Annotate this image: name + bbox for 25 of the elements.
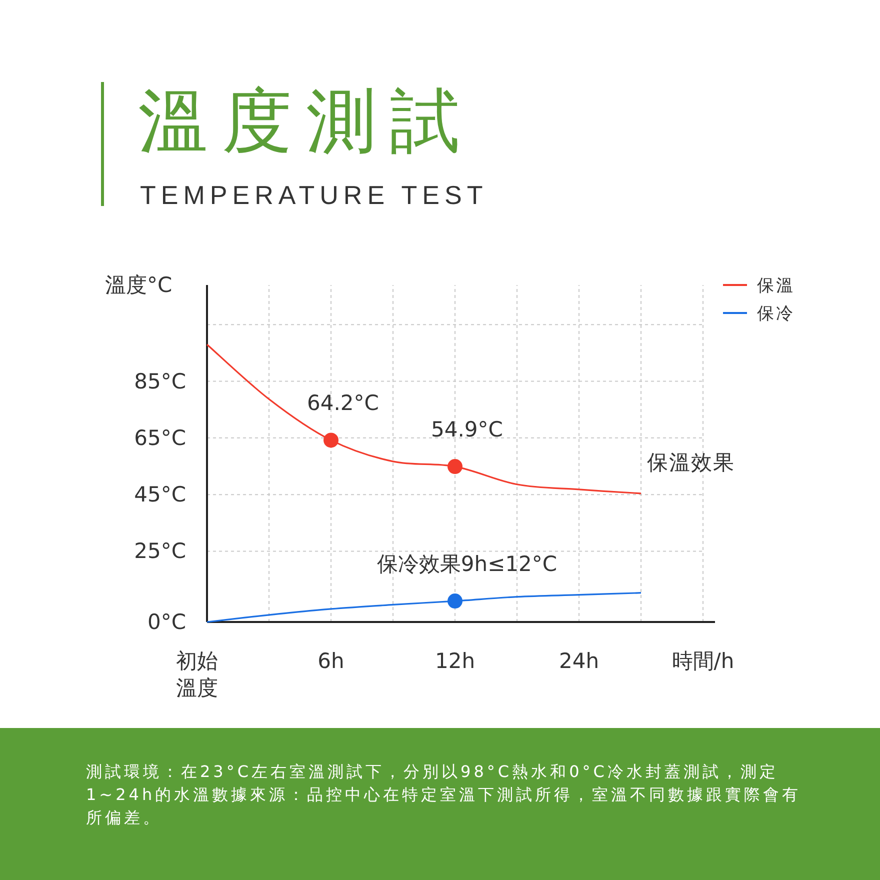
line-series: [206, 592, 642, 623]
legend-label: 保冷: [757, 304, 795, 324]
y-axis-title: 溫度°C: [105, 273, 172, 297]
annotation: 54.9°C: [431, 418, 503, 442]
y-tick-label: 0°C: [147, 610, 186, 634]
y-tick-label: 25°C: [134, 539, 186, 564]
x-tick-label: 初始溫度: [176, 649, 218, 700]
annotation: 64.2°C: [307, 391, 379, 416]
x-tick-label: 6h: [318, 649, 344, 673]
x-tick-label: 12h: [434, 649, 476, 673]
chart-title: 溫度測試: [138, 79, 474, 164]
annotation: 保溫效果: [647, 450, 735, 474]
point: [448, 459, 462, 474]
y-tick-label: 85°C: [134, 369, 186, 394]
x-tick-label: 24h: [558, 649, 600, 673]
point: [324, 432, 338, 448]
y-tick-label: 65°C: [134, 426, 186, 450]
x-axis-title: 時間/h: [672, 649, 734, 673]
chart-subtitle: TEMPERATURE TEST: [140, 180, 488, 211]
y-tick-label: 45°C: [134, 482, 186, 507]
legend-label: 保溫: [757, 276, 795, 296]
text: 測試環境：在23°C左右室溫測試下，分別以98°C熱水和0°C冷水封蓋測試，測定1~24h的水溫數據來源：品控中心在特定室溫下測試所得，室溫不同數據跟實際會有所偏差。: [86, 761, 802, 829]
point: [448, 594, 462, 609]
annotation: 保冷效果9h≤12°C: [376, 552, 558, 576]
line-series: [206, 344, 642, 494]
